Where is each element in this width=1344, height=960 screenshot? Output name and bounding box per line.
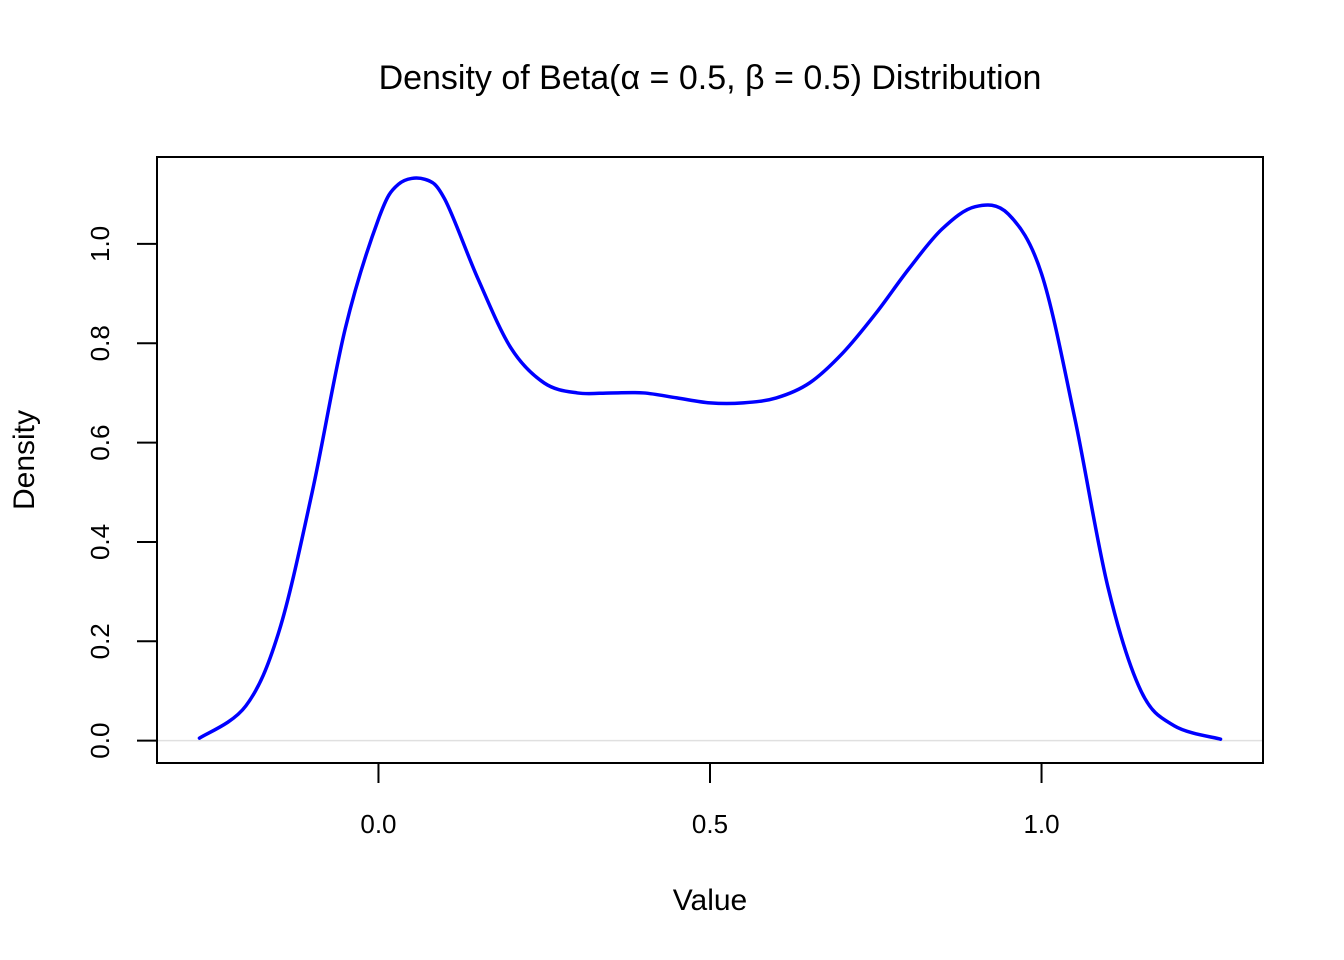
y-axis-label: Density <box>8 410 41 510</box>
y-tick-label: 1.0 <box>85 226 115 262</box>
y-tick-label: 0.6 <box>85 425 115 461</box>
x-axis-label: Value <box>673 884 748 917</box>
y-tick-label: 0.8 <box>85 325 115 361</box>
y-tick-label: 0.4 <box>85 524 115 560</box>
plot-area: 0.0 0.5 1.0 0.0 0.2 0.4 0.6 0.8 1.0 <box>85 156 1264 839</box>
density-line <box>197 176 1223 741</box>
plot-frame <box>156 156 1264 764</box>
x-tick-label: 1.0 <box>1023 809 1059 839</box>
x-tick-label: 0.0 <box>360 809 396 839</box>
y-tick-label: 0.0 <box>85 723 115 759</box>
x-tick-label: 0.5 <box>692 809 728 839</box>
chart-title: Density of Beta(α = 0.5, β = 0.5) Distri… <box>379 59 1042 97</box>
y-tick-label: 0.2 <box>85 623 115 659</box>
